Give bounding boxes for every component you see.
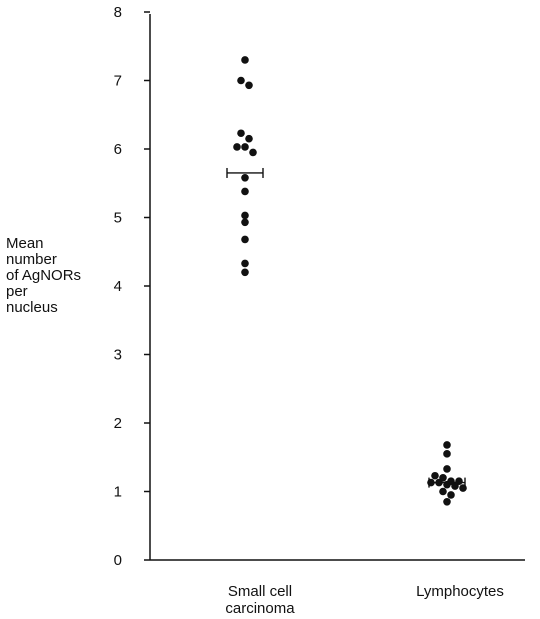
data-point [439,487,447,496]
y-tick-label: 4 [114,278,122,295]
data-point [241,211,249,220]
y-tick-label: 3 [114,347,122,364]
data-point [241,143,249,151]
data-point [249,148,257,157]
data-point [451,482,459,490]
y-tick-label: 6 [114,141,122,158]
data-point [241,259,249,268]
y-tick-label: 1 [114,484,122,501]
data-point [443,450,451,458]
data-point [241,218,249,227]
data-point [245,134,253,143]
y-tick-label: 0 [114,552,122,569]
y-tick-label: 2 [114,415,122,432]
data-point [237,76,245,85]
x-category-label: Small cell carcinoma [225,583,295,617]
y-tick-label: 5 [114,210,122,227]
data-point [431,471,439,480]
data-point [241,268,249,277]
data-point [245,81,253,90]
data-point [443,441,451,449]
data-point [241,56,249,64]
data-point [233,143,241,151]
data-point [241,235,249,244]
data-point [443,465,451,473]
y-axis-label: Mean number of AgNORs per nucleus [6,235,82,316]
y-tick-label: 7 [114,73,122,90]
data-point [447,491,455,499]
data-point [443,497,451,506]
data-point [241,187,249,196]
data-point [237,129,245,138]
data-point [241,173,249,182]
x-category-label: Lymphocytes [416,583,504,600]
y-tick-label: 8 [114,4,122,21]
